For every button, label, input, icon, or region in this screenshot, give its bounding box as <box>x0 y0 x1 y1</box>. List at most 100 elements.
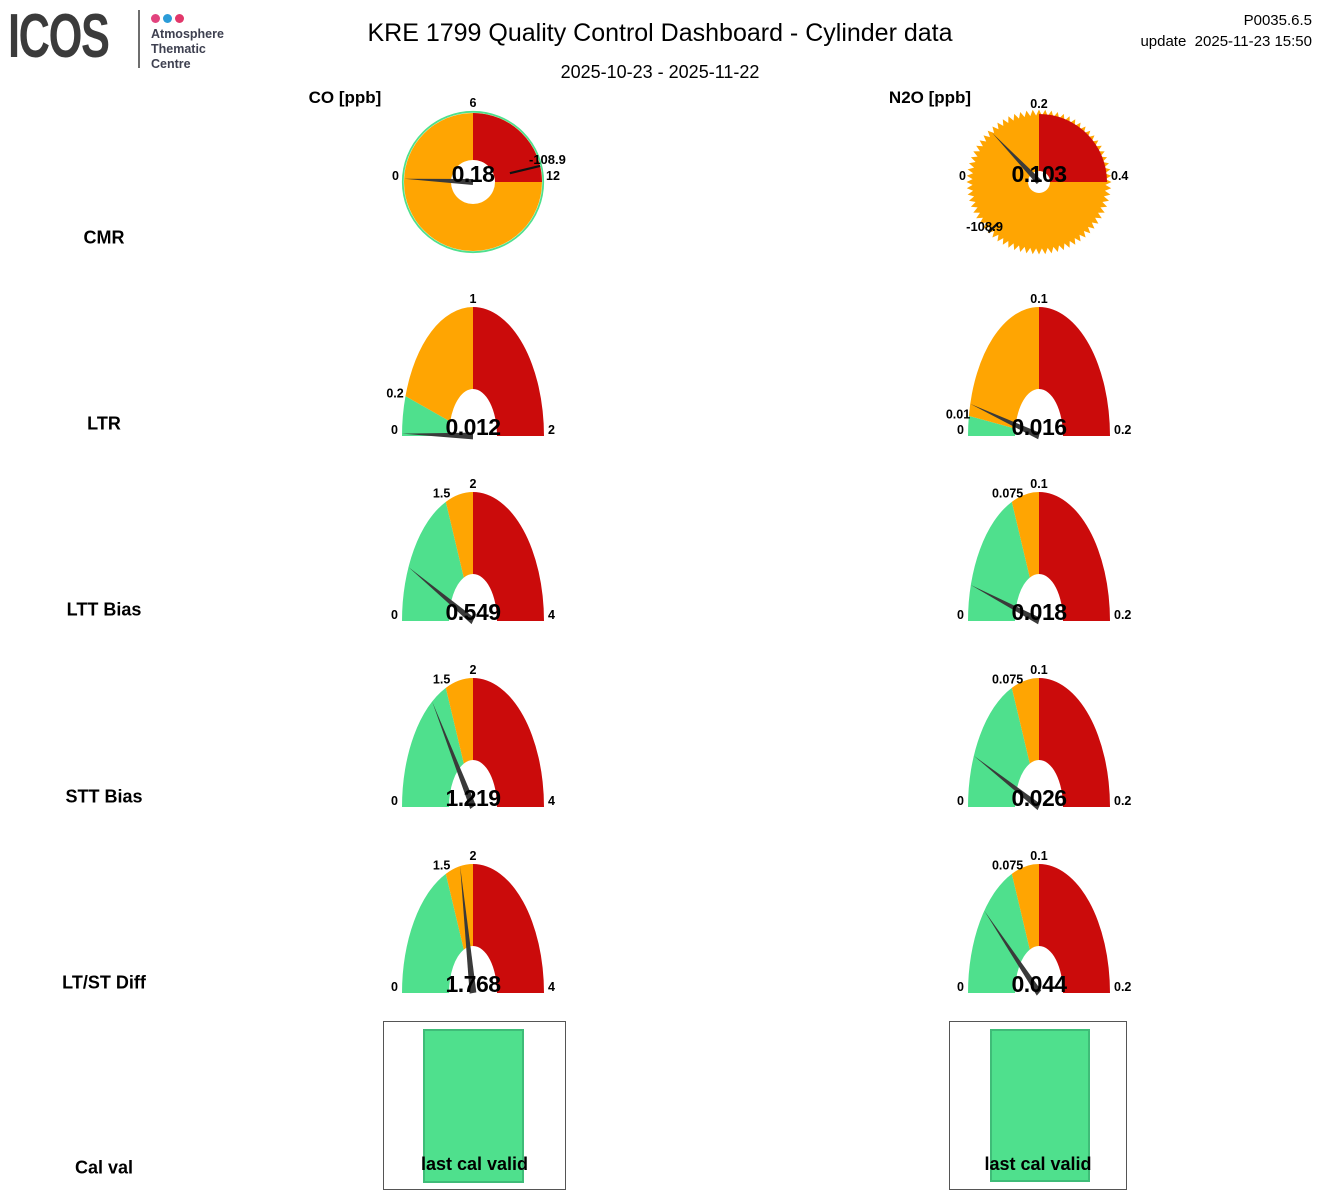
cal-status-rect-co <box>423 1029 524 1183</box>
tick-top: 0.1 <box>1030 477 1047 491</box>
zone-orange <box>1011 678 1039 764</box>
tick-top: 2 <box>470 663 477 677</box>
tick-max: 4 <box>548 794 555 808</box>
gauge-lt-st-diff-n2o: 0 0.075 0.1 0.2 0.044 <box>957 849 1131 997</box>
tick-right: 0.4 <box>1111 169 1128 183</box>
logo-dot-2 <box>163 14 172 23</box>
gauge-value: 0.18 <box>452 161 495 187</box>
tick-zone-boundary: 0.075 <box>992 673 1023 687</box>
tick-min: 0 <box>957 608 964 622</box>
icos-logo-text: ICOS <box>8 2 110 71</box>
marker-label: -108.9 <box>529 152 566 167</box>
tick-top: 0.1 <box>1030 663 1047 677</box>
date-range: 2025-10-23 - 2025-11-22 <box>560 62 760 82</box>
zone-red <box>473 492 544 621</box>
cal-status-label-co: last cal valid <box>420 1154 529 1174</box>
gauge-value: 0.549 <box>445 599 500 625</box>
tick-min: 0 <box>391 423 398 437</box>
zone-red <box>473 864 544 993</box>
tick-min: 0 <box>391 980 398 994</box>
logo-dot-1 <box>151 14 160 23</box>
gauge-needle <box>460 866 477 994</box>
cal-box-co: last cal valid <box>383 1021 566 1190</box>
gauge-needle <box>973 755 1041 811</box>
zone-orange <box>1011 492 1039 578</box>
gauge-needle <box>984 910 1042 996</box>
zone-orange <box>968 307 1039 429</box>
tick-max: 0.2 <box>1114 423 1131 437</box>
zone-green <box>402 396 451 436</box>
zone-red <box>1039 307 1110 436</box>
logo-divider <box>138 10 140 68</box>
gauge-value: 1.768 <box>445 971 501 997</box>
tick-min: 0 <box>391 794 398 808</box>
logo-dot-3 <box>175 14 184 23</box>
gauge-ltr-n2o: 0 0.01 0.1 0.2 0.016 <box>946 292 1132 440</box>
zone-red <box>1039 864 1110 993</box>
tick-max: 4 <box>548 980 555 994</box>
update-line: update 2025-11-23 15:50 <box>1140 31 1312 52</box>
tick-top: 0.2 <box>1030 97 1047 111</box>
update-label: update <box>1140 33 1187 50</box>
tick-zone-boundary: 0.2 <box>386 386 403 400</box>
zone-green <box>401 873 464 993</box>
tick-zone-boundary: 1.5 <box>433 859 450 873</box>
zone-green <box>402 501 464 621</box>
tick-top: 2 <box>470 849 477 863</box>
row-label-cal-val: Cal val <box>74 1157 134 1178</box>
tick-top: 0.1 <box>1030 849 1047 863</box>
gauge-needle <box>402 432 474 440</box>
gauge-lt-st-diff-co: 0 1.5 2 4 1.768 <box>391 849 555 997</box>
red-zone <box>473 113 542 182</box>
tick-top: 6 <box>470 96 477 110</box>
cal-box-n2o: last cal valid <box>949 1021 1127 1190</box>
tick-min: 0 <box>957 980 964 994</box>
update-timestamp: 2025-11-23 15:50 <box>1194 33 1312 50</box>
zone-orange <box>445 678 473 764</box>
row-label-cmr: CMR <box>83 227 125 248</box>
tick-zone-boundary: 0.075 <box>992 487 1023 501</box>
gauge-stt-bias-n2o: 0 0.075 0.1 0.2 0.026 <box>957 663 1131 811</box>
zone-red <box>1039 492 1110 621</box>
logo-org-line-1: Atmosphere <box>151 27 224 41</box>
marker-label: -108.9 <box>966 219 1003 234</box>
marker-line <box>509 164 541 175</box>
cal-status-rect-n2o <box>990 1029 1090 1182</box>
zone-orange <box>1011 864 1039 950</box>
zone-green <box>401 687 464 807</box>
tick-zone-boundary: 0.075 <box>992 859 1023 873</box>
gauge-cmr-n2o: -108.9 0 0.2 0.4 0.103 <box>959 97 1128 255</box>
tick-max: 0.2 <box>1114 794 1131 808</box>
tick-max: 2 <box>548 423 555 437</box>
zone-red <box>473 307 544 436</box>
tick-max: 0.2 <box>1114 608 1131 622</box>
marker-line <box>987 222 999 234</box>
logo-org-name: Atmosphere Thematic Centre <box>151 27 224 72</box>
gauge-value: 0.026 <box>1011 785 1066 811</box>
page-title: KRE 1799 Quality Control Dashboard - Cyl… <box>367 19 953 47</box>
gauge-ltt-bias-n2o: 0 0.075 0.1 0.2 0.018 <box>957 477 1131 625</box>
tick-max: 0.2 <box>1114 980 1131 994</box>
tick-right: 12 <box>546 169 560 183</box>
gauge-ltr-co: 0 0.2 1 2 0.012 <box>386 292 555 440</box>
gauge-value: 0.012 <box>445 414 500 440</box>
gauge-needle <box>432 701 476 809</box>
tick-top: 2 <box>470 477 477 491</box>
version-label: P0035.6.5 <box>1243 12 1312 29</box>
tick-left: 0 <box>959 169 966 183</box>
gauge-ltt-bias-co: 0 1.5 2 4 0.549 <box>391 477 555 625</box>
tick-zone-boundary: 0.01 <box>946 407 970 421</box>
gauge-needle <box>404 178 474 185</box>
gauge-cmr-co: -108.9 0 6 12 0.18 <box>392 96 566 254</box>
gauge-stt-bias-co: 0 1.5 2 4 1.219 <box>391 663 555 811</box>
tick-zone-boundary: 1.5 <box>433 487 450 501</box>
tick-max: 4 <box>548 608 555 622</box>
tick-zone-boundary: 1.5 <box>433 673 450 687</box>
gauge-needle <box>970 403 1040 440</box>
cal-status-label-n2o: last cal valid <box>984 1154 1092 1174</box>
zone-green <box>968 415 1016 436</box>
gauge-needle <box>970 585 1040 625</box>
row-label-lt-st-diff: LT/ST Diff <box>62 972 146 993</box>
